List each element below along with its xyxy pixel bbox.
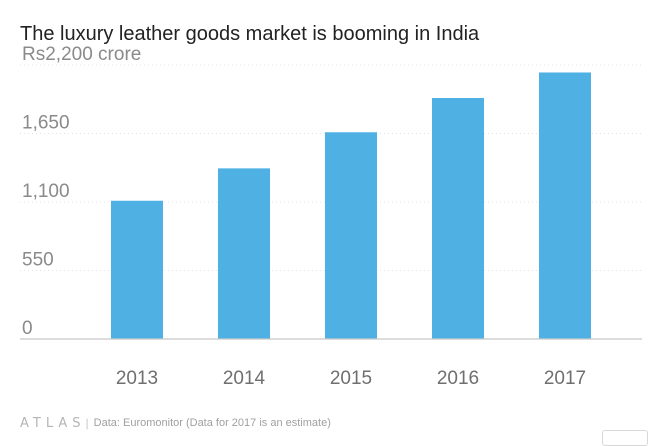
- bar-2014: [218, 168, 270, 339]
- x-tick-label: 2013: [116, 368, 158, 389]
- bar-2016: [432, 98, 484, 339]
- bar-2017: [539, 72, 591, 340]
- source-note: Data: Euromonitor (Data for 2017 is an e…: [93, 417, 331, 429]
- chart-title: The luxury leather goods market is boomi…: [20, 23, 480, 45]
- y-tick-label: 1,100: [22, 181, 70, 202]
- y-tick-label: 1,650: [22, 113, 70, 134]
- y-tick-label: Rs2,200 crore: [22, 44, 141, 65]
- x-tick-label: 2016: [437, 368, 479, 389]
- bar-2013: [111, 200, 163, 339]
- y-axis-ticks: 0 550 1,100 1,650 Rs2,200 crore: [22, 44, 141, 339]
- y-tick-label: 550: [22, 250, 54, 271]
- x-tick-label: 2015: [330, 368, 372, 389]
- embed-button[interactable]: [602, 430, 648, 446]
- source-separator: |: [85, 416, 89, 430]
- atlas-logo: ATLAS: [20, 415, 86, 431]
- x-tick-label: 2017: [544, 368, 586, 389]
- bars: [111, 72, 591, 340]
- y-tick-label: 0: [22, 318, 33, 339]
- source-line: ATLAS | Data: Euromonitor (Data for 2017…: [20, 414, 331, 432]
- bar-2015: [325, 132, 377, 339]
- x-tick-label: 2014: [223, 368, 266, 389]
- x-axis-ticks: 2013 2014 2015 2016 2017: [116, 368, 586, 389]
